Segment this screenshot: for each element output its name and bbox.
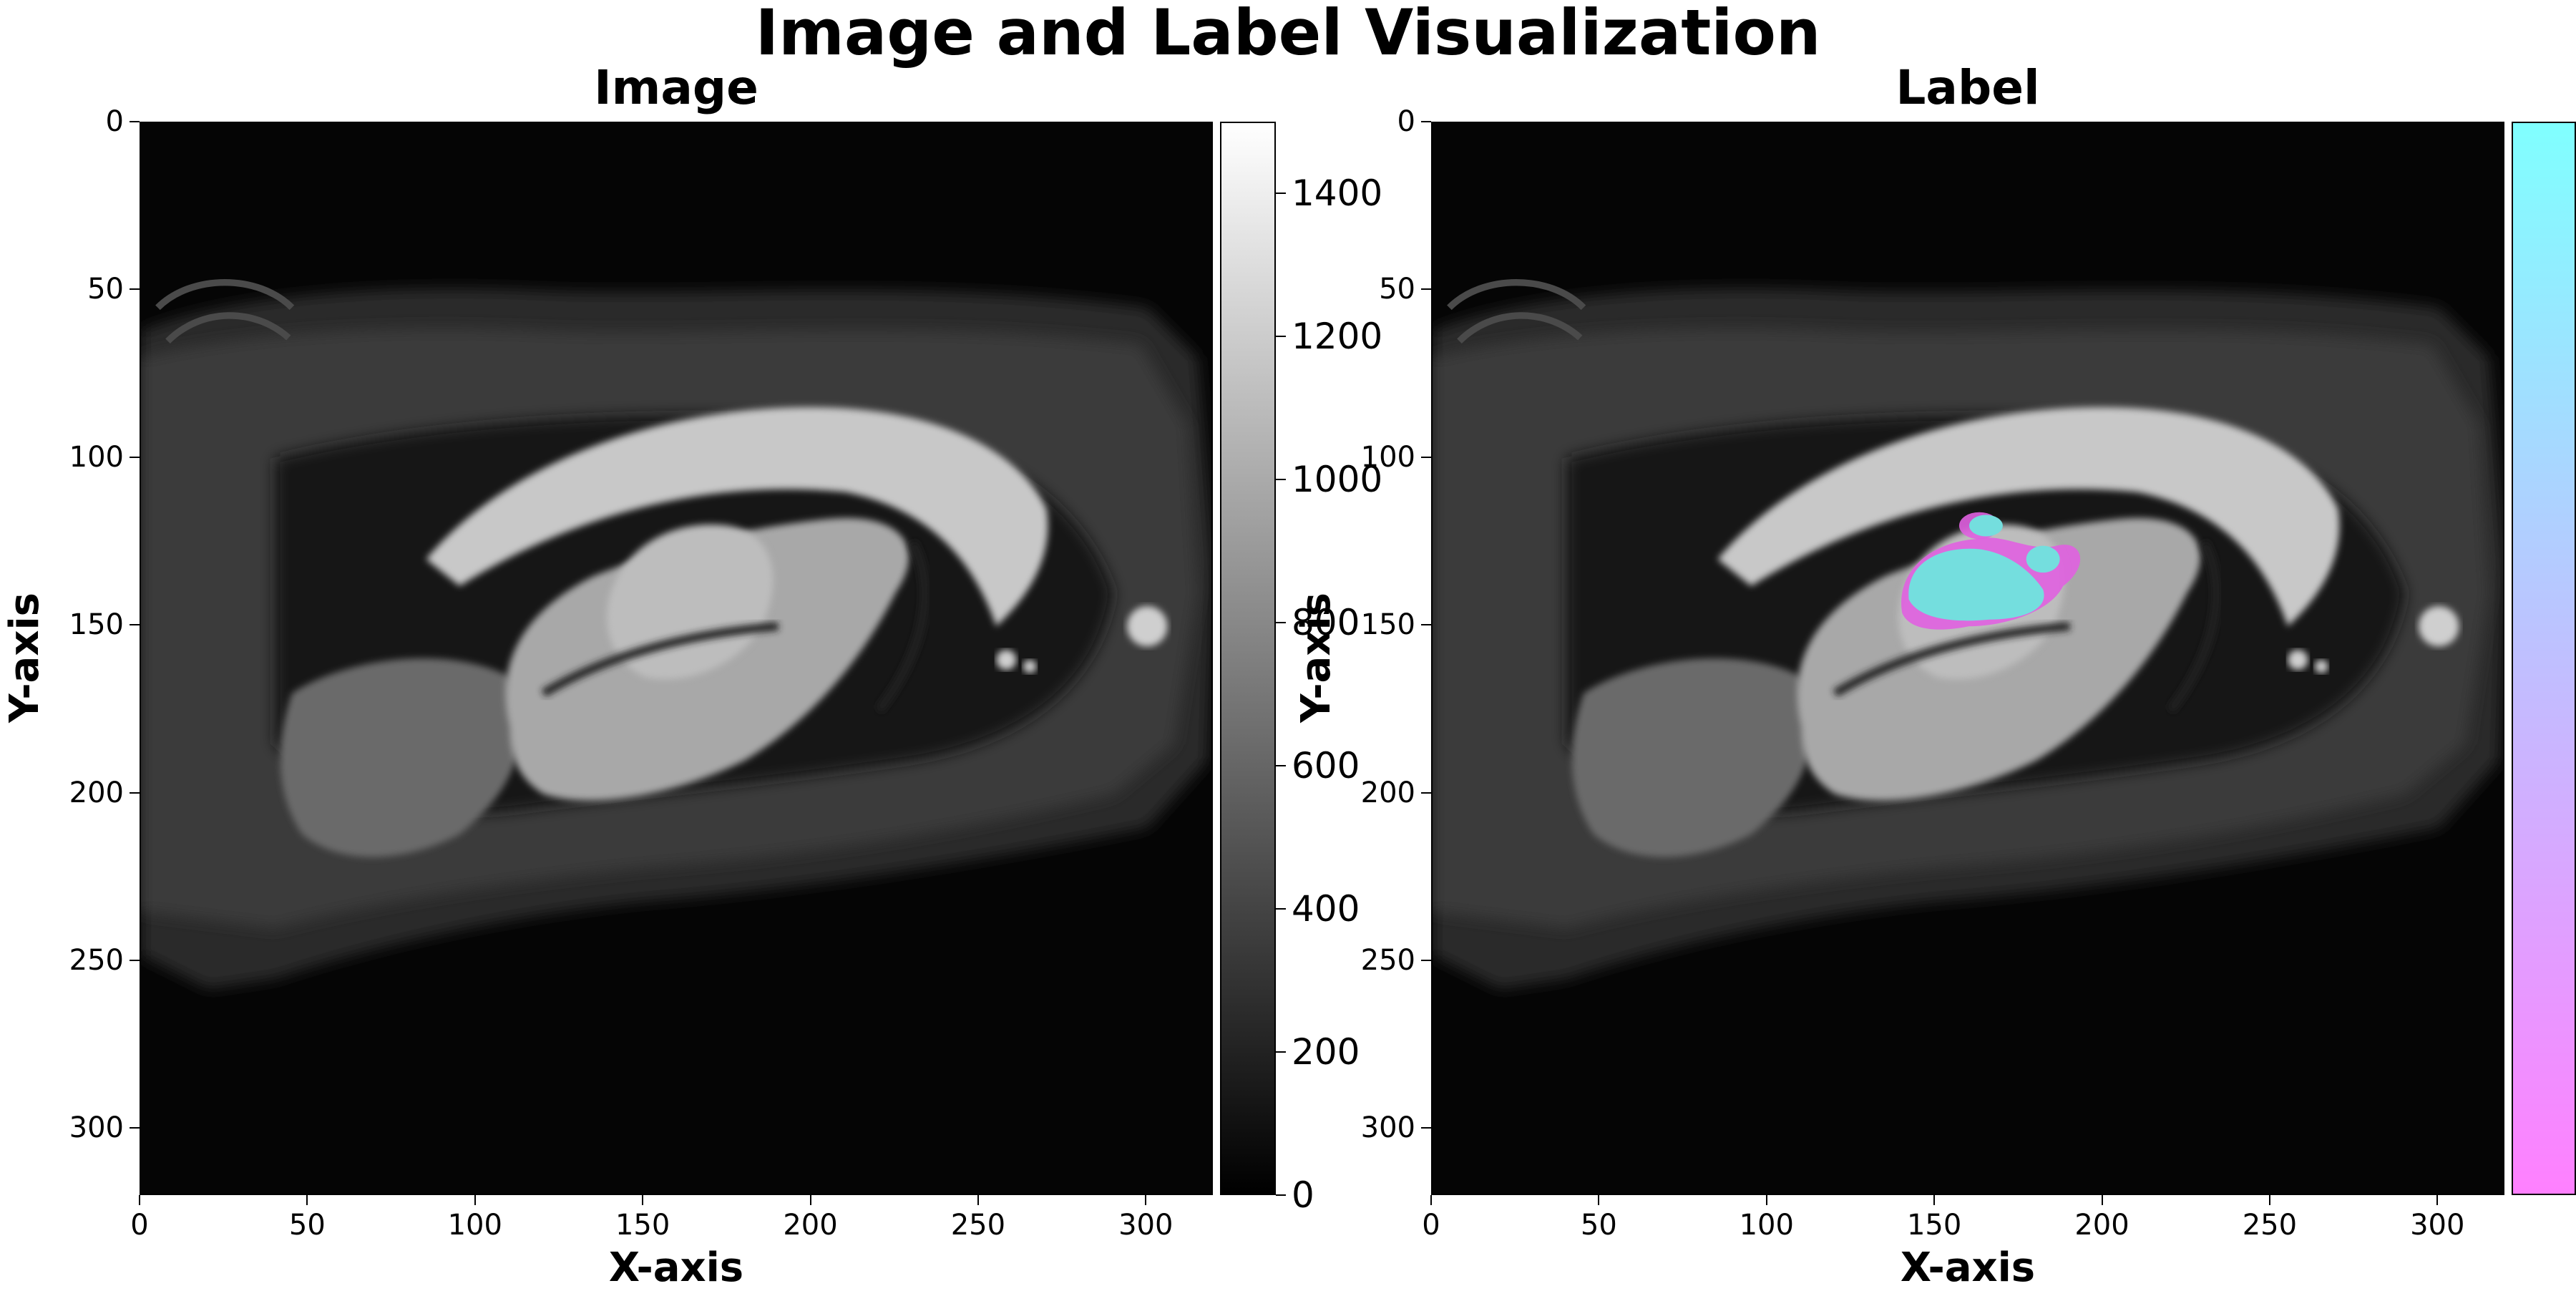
x-tick-mark [1933, 1195, 1936, 1205]
colorbar-tick-label: 200 [1292, 1031, 1360, 1073]
label-plot-area [1431, 122, 2504, 1195]
y-tick-label: 100 [69, 440, 124, 474]
x-tick-label: 50 [288, 1209, 326, 1242]
x-tick-mark [474, 1195, 476, 1205]
y-tick-mark [1421, 456, 1431, 458]
y-tick-mark [130, 288, 140, 291]
x-tick-mark [2101, 1195, 2103, 1205]
mri-image [141, 123, 1211, 1194]
y-tick-mark [130, 959, 140, 961]
x-tick-label: 150 [1906, 1209, 1962, 1242]
y-tick-label: 0 [105, 105, 124, 138]
y-tick-mark [1421, 1127, 1431, 1129]
colorbar-tick-mark [1276, 1051, 1286, 1053]
y-tick-mark [1421, 959, 1431, 961]
image-plot-area [140, 122, 1213, 1195]
x-axis-label-label: X-axis [1900, 1244, 2036, 1291]
x-tick-label: 250 [2242, 1209, 2298, 1242]
y-tick-label: 250 [69, 943, 124, 977]
colorbar-tick-mark [1276, 622, 1286, 623]
y-tick-label: 300 [69, 1111, 124, 1145]
colorbar-tick-label: 1000 [1292, 459, 1383, 500]
x-tick-mark [306, 1195, 308, 1205]
x-tick-label: 0 [130, 1209, 149, 1242]
y-tick-label: 200 [1360, 776, 1415, 809]
y-tick-mark [1421, 121, 1431, 122]
panel-title-image: Image [594, 60, 758, 115]
x-tick-label: 200 [2074, 1209, 2129, 1242]
y-tick-label: 50 [1379, 273, 1415, 306]
x-tick-label: 300 [1118, 1209, 1174, 1242]
colorbar-tick-label: 600 [1292, 745, 1360, 786]
colorbar-tick-mark [1276, 1194, 1286, 1196]
y-tick-mark [1421, 791, 1431, 794]
colorbar-tick-mark [1276, 193, 1286, 194]
y-tick-mark [130, 456, 140, 458]
y-tick-label: 150 [69, 608, 124, 642]
colorbar-cool [2512, 122, 2576, 1195]
y-tick-label: 100 [1360, 440, 1415, 474]
x-tick-label: 100 [447, 1209, 502, 1242]
x-tick-mark [1145, 1195, 1147, 1205]
x-tick-mark [2436, 1195, 2439, 1205]
x-tick-mark [1598, 1195, 1600, 1205]
y-tick-label: 300 [1360, 1111, 1415, 1145]
colorbar-tick-mark [1276, 908, 1286, 910]
colorbar-tick-label: 1400 [1292, 172, 1383, 214]
x-axis-label-image: X-axis [608, 1244, 744, 1291]
x-tick-label: 50 [1580, 1209, 1617, 1242]
x-tick-label: 150 [615, 1209, 670, 1242]
colorbar-tick-label: 400 [1292, 888, 1360, 930]
colorbar-tick-label: 0 [1292, 1174, 1314, 1216]
mri-image-with-label [1433, 123, 2503, 1194]
y-tick-label: 150 [1360, 608, 1415, 642]
x-tick-mark [977, 1195, 979, 1205]
x-tick-mark [642, 1195, 644, 1205]
colorbar-gray [1220, 122, 1276, 1195]
x-tick-label: 300 [2410, 1209, 2465, 1242]
x-tick-label: 0 [1422, 1209, 1440, 1242]
panel-title-label: Label [1896, 60, 2040, 115]
x-tick-mark [2268, 1195, 2270, 1205]
colorbar-tick-label: 800 [1292, 602, 1360, 643]
y-tick-mark [130, 624, 140, 626]
label-overlay-cyan [1908, 515, 2060, 621]
figure-title: Image and Label Visualization [755, 0, 1821, 69]
x-tick-label: 100 [1739, 1209, 1794, 1242]
y-tick-label: 50 [87, 273, 124, 306]
colorbar-tick-label: 1200 [1292, 316, 1383, 357]
y-tick-mark [130, 791, 140, 794]
y-tick-mark [130, 1127, 140, 1129]
colorbar-tick-mark [1276, 336, 1286, 337]
x-tick-label: 200 [783, 1209, 838, 1242]
colorbar-tick-mark [1276, 479, 1286, 480]
x-tick-mark [139, 1195, 140, 1205]
y-tick-mark [1421, 288, 1431, 291]
y-tick-label: 200 [69, 776, 124, 809]
y-tick-label: 0 [1397, 105, 1415, 138]
x-tick-mark [1430, 1195, 1432, 1205]
y-tick-mark [130, 121, 140, 122]
x-tick-mark [1765, 1195, 1767, 1205]
x-tick-label: 250 [950, 1209, 1006, 1242]
x-tick-mark [809, 1195, 811, 1205]
y-tick-label: 250 [1360, 943, 1415, 977]
y-tick-mark [1421, 624, 1431, 626]
colorbar-tick-mark [1276, 765, 1286, 766]
